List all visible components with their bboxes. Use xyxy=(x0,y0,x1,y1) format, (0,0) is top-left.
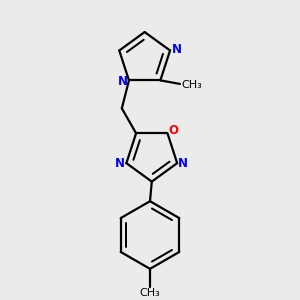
Text: N: N xyxy=(178,157,188,170)
Text: N: N xyxy=(172,43,182,56)
Text: O: O xyxy=(168,124,178,137)
Text: CH₃: CH₃ xyxy=(182,80,202,90)
Text: N: N xyxy=(118,75,128,88)
Text: CH₃: CH₃ xyxy=(140,288,160,298)
Text: N: N xyxy=(115,157,125,170)
